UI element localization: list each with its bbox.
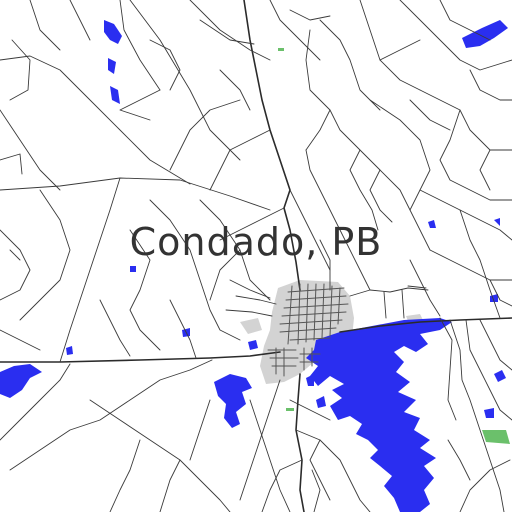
- pond-11: [248, 340, 258, 350]
- lake-northeast: [462, 20, 508, 48]
- lake-southwest-mid: [214, 374, 252, 428]
- road-south: [295, 373, 305, 512]
- road-north: [243, 0, 301, 291]
- lake-north-3: [110, 86, 120, 104]
- pond-10: [316, 396, 326, 408]
- highway-west: [0, 351, 281, 363]
- pond-5: [494, 370, 506, 382]
- highway-east: [339, 317, 512, 333]
- pond-2: [66, 346, 73, 355]
- pond-8: [306, 374, 314, 386]
- place-label: Condado, PB: [129, 220, 383, 264]
- pond-6: [484, 408, 494, 418]
- lake-north-1: [104, 20, 122, 44]
- pond-7: [428, 220, 436, 228]
- lake-west: [0, 364, 42, 398]
- water-bodies: [0, 20, 508, 512]
- pond-9: [494, 218, 500, 226]
- green-park-east: [482, 430, 510, 444]
- lake-north-2: [108, 58, 116, 74]
- reservoir-lake: [306, 318, 452, 512]
- pond-3: [130, 266, 136, 272]
- town-street-grid: [267, 283, 349, 377]
- green-areas: [278, 48, 510, 444]
